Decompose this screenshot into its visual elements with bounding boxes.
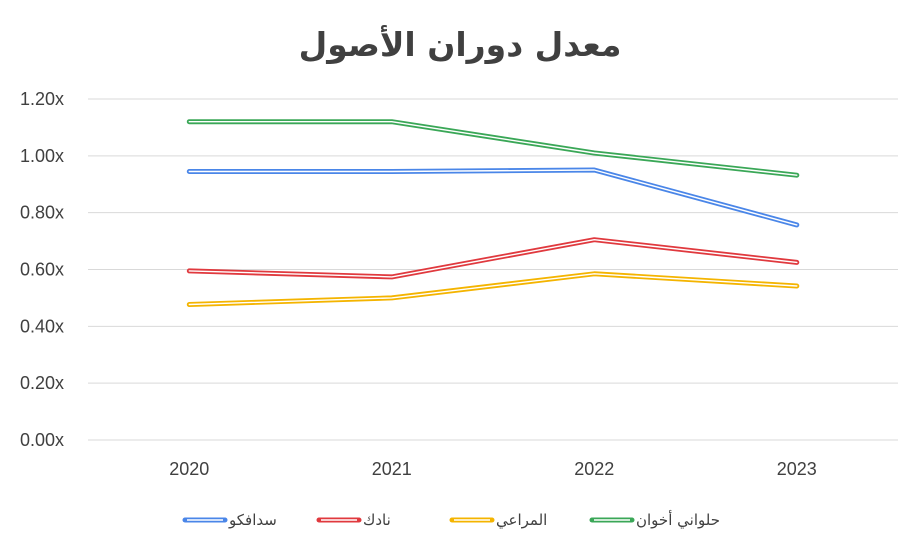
x-tick-label: 2021 bbox=[372, 459, 412, 479]
series-line-outer bbox=[186, 271, 800, 307]
series-line bbox=[186, 271, 800, 307]
legend-label: نادك bbox=[363, 511, 391, 529]
y-tick-label: 1.20x bbox=[20, 89, 64, 109]
legend-item: سدافكو bbox=[182, 511, 277, 529]
legend-label: سدافكو bbox=[228, 511, 277, 529]
x-tick-label: 2022 bbox=[574, 459, 614, 479]
series-line-inner bbox=[188, 120, 798, 176]
series-line bbox=[186, 119, 800, 178]
y-tick-label: 0.40x bbox=[20, 316, 64, 336]
y-tick-label: 0.20x bbox=[20, 373, 64, 393]
y-tick-label: 0.60x bbox=[20, 260, 64, 280]
chart-title: معدل دوران الأصول bbox=[299, 24, 622, 65]
legend-item: نادك bbox=[316, 511, 391, 529]
legend-item: حلواني أخوان bbox=[589, 510, 720, 530]
series-line bbox=[186, 237, 800, 280]
x-tick-label: 2020 bbox=[169, 459, 209, 479]
y-tick-label: 0.00x bbox=[20, 430, 64, 450]
legend-label: المراعي bbox=[496, 511, 547, 530]
series-line bbox=[186, 167, 800, 228]
series-line-outer bbox=[186, 167, 800, 228]
y-axis-ticks: 0.00x 0.20x 0.40x 0.60x 0.80x 1.00x 1.20x bbox=[20, 89, 64, 450]
y-tick-label: 1.00x bbox=[20, 146, 64, 166]
legend-label: حلواني أخوان bbox=[636, 510, 720, 530]
x-axis-ticks: 2020 2021 2022 2023 bbox=[169, 459, 817, 479]
series-line-inner bbox=[188, 273, 798, 306]
series-line-outer bbox=[186, 119, 800, 178]
series-line-inner bbox=[188, 238, 798, 278]
legend: سدافكو نادك المراعي حلواني أخوان bbox=[182, 510, 720, 530]
series-line-inner bbox=[188, 169, 798, 226]
y-tick-label: 0.80x bbox=[20, 203, 64, 223]
x-tick-label: 2023 bbox=[777, 459, 817, 479]
series-lines bbox=[186, 119, 800, 307]
legend-item: المراعي bbox=[449, 511, 547, 530]
